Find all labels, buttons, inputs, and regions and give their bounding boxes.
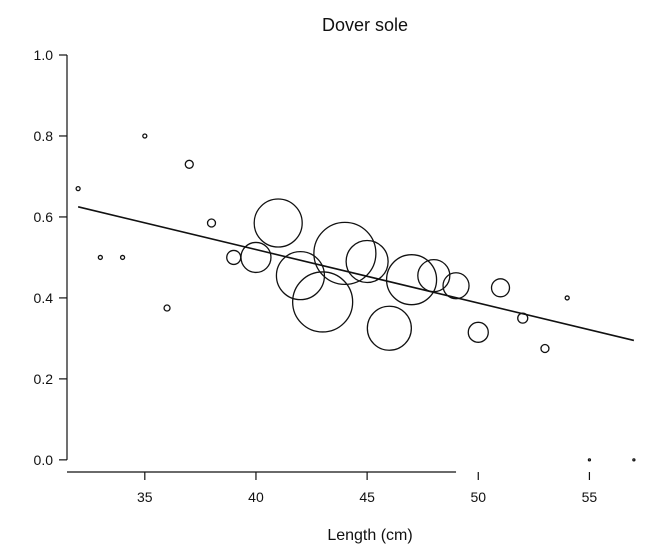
trend-line-group (77, 206, 635, 342)
data-point (206, 218, 217, 228)
data-point (490, 278, 511, 298)
data-point (97, 254, 103, 261)
y-tick-label: 1.0 (34, 47, 54, 63)
y-tick-label: 0.4 (34, 290, 54, 306)
data-point (240, 241, 272, 274)
data-point (345, 239, 389, 284)
bubbles (75, 133, 636, 462)
data-point (313, 221, 377, 286)
data-point (366, 305, 412, 351)
x-tick-label: 45 (359, 489, 375, 505)
trend-line (77, 206, 635, 342)
x-tick-label: 55 (582, 489, 598, 505)
data-point (385, 254, 438, 306)
data-point (632, 458, 636, 462)
data-point (564, 295, 570, 301)
x-tick-label: 40 (248, 489, 264, 505)
y-tick-label: 0.6 (34, 209, 54, 225)
x-tick-label: 50 (470, 489, 486, 505)
data-point (442, 272, 470, 300)
x-axis-label: Length (cm) (327, 527, 412, 544)
data-point (275, 250, 326, 301)
data-point (587, 458, 592, 462)
data-point (253, 198, 303, 248)
data-point (292, 271, 354, 333)
data-point (119, 254, 126, 261)
y-tick-label: 0.8 (34, 128, 54, 144)
data-point (142, 133, 148, 139)
data-point (184, 159, 194, 169)
y-tick-label: 0.0 (34, 452, 54, 468)
data-point (75, 185, 81, 192)
data-point (467, 321, 489, 343)
chart-title: Dover sole (322, 15, 408, 35)
data-point (417, 258, 451, 293)
data-point (540, 343, 550, 354)
x-tick-label: 35 (137, 489, 153, 505)
axes: 0.0 0.2 0.4 0.6 0.8 1.0 35 40 45 50 55 (34, 47, 598, 505)
data-point (226, 249, 242, 266)
data-point (163, 304, 171, 312)
y-tick-label: 0.2 (34, 371, 54, 387)
